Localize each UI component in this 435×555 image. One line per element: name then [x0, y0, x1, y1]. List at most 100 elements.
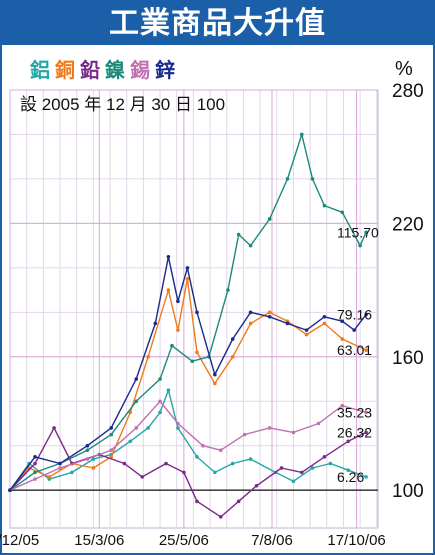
data-point [33, 470, 37, 475]
data-point [340, 210, 345, 215]
series-鋅 [8, 254, 368, 493]
data-point [153, 321, 158, 326]
end-value-label: 35.23 [337, 404, 372, 420]
data-point [85, 443, 90, 448]
legend-item-銅: 銅 [55, 58, 75, 82]
data-point [91, 466, 96, 470]
data-point [170, 343, 174, 348]
end-value-label: 6.26 [337, 469, 364, 485]
y-tick-label: 160 [392, 348, 424, 369]
data-point [346, 439, 351, 444]
data-point [128, 439, 133, 444]
data-point [352, 328, 356, 332]
data-point [185, 277, 190, 281]
data-point [109, 455, 114, 459]
data-point [364, 312, 368, 317]
data-point [267, 310, 272, 315]
data-point [58, 461, 62, 466]
data-point [364, 348, 368, 352]
data-point [85, 448, 90, 452]
y-tick-label: 280 [392, 81, 424, 102]
x-tick-label: 15/3/06 [74, 532, 124, 549]
data-point [213, 372, 217, 377]
data-point [254, 483, 259, 488]
series-銅 [8, 277, 368, 493]
series-line [9, 400, 367, 491]
data-point [304, 328, 309, 332]
data-point [158, 410, 162, 415]
data-point [134, 377, 139, 381]
data-point [322, 455, 327, 459]
data-point [364, 410, 368, 415]
data-point [166, 254, 171, 259]
data-point [242, 432, 247, 437]
data-point [236, 499, 241, 504]
x-tick-label: 25/5/06 [159, 532, 209, 549]
data-point [146, 355, 150, 359]
series-line [9, 256, 367, 491]
data-point [146, 426, 150, 430]
data-point [91, 457, 96, 461]
data-point [236, 232, 241, 237]
data-point [158, 399, 162, 404]
data-point [176, 421, 180, 426]
data-point [176, 426, 180, 430]
series-line [9, 278, 367, 491]
data-point [340, 319, 345, 324]
series-line [9, 427, 367, 518]
data-point [322, 321, 327, 326]
data-point [267, 314, 272, 319]
data-point [134, 399, 139, 404]
chart-subtitle: 設 2005 年 12 月 30 日 100 [20, 95, 225, 114]
data-point [47, 475, 52, 479]
data-point [166, 288, 171, 292]
series-鋁 [8, 388, 368, 493]
data-point [358, 243, 362, 248]
data-point [291, 479, 296, 484]
data-point [201, 443, 205, 448]
data-point [185, 266, 190, 270]
data-point [8, 488, 12, 493]
data-point [134, 426, 139, 430]
data-point [109, 432, 114, 437]
data-point [364, 230, 368, 235]
data-point [299, 470, 304, 475]
data-point [248, 457, 253, 461]
data-point [109, 426, 114, 430]
data-point [230, 461, 235, 466]
data-point [218, 515, 223, 519]
data-point [122, 461, 127, 466]
series-group [8, 132, 368, 519]
data-point [195, 455, 199, 459]
series-鉛 [8, 426, 368, 519]
end-value-label: 79.16 [337, 307, 372, 323]
labels-group: 100 160 220 280 30/12/05 15/3/06 25/5/06 7/8/06… [0, 81, 424, 549]
data-point [364, 475, 368, 479]
legend-item-鋁: 鋁 [30, 58, 50, 82]
data-point [230, 337, 235, 341]
y-unit-label: % [395, 58, 413, 80]
legend-item-鉛: 鉛 [80, 58, 100, 82]
data-point [33, 477, 37, 481]
data-point [182, 470, 186, 475]
data-point [190, 359, 195, 364]
data-point [58, 466, 62, 470]
data-point [248, 321, 253, 326]
data-point [285, 321, 290, 326]
data-point [304, 332, 309, 337]
grid [9, 89, 379, 529]
data-point [85, 457, 90, 461]
data-point [267, 217, 272, 221]
x-tick-label: 30/12/05 [0, 532, 39, 549]
data-point [213, 470, 217, 475]
end-value-label: 63.01 [337, 342, 372, 358]
legend-item-錫: 錫 [130, 58, 150, 82]
data-point [164, 461, 168, 466]
data-point [140, 475, 144, 479]
data-point [310, 177, 315, 181]
data-point [109, 448, 114, 452]
legend: 鋁銅鉛鎳錫鋅 [30, 58, 175, 82]
data-point [213, 381, 217, 386]
data-point [166, 388, 171, 392]
